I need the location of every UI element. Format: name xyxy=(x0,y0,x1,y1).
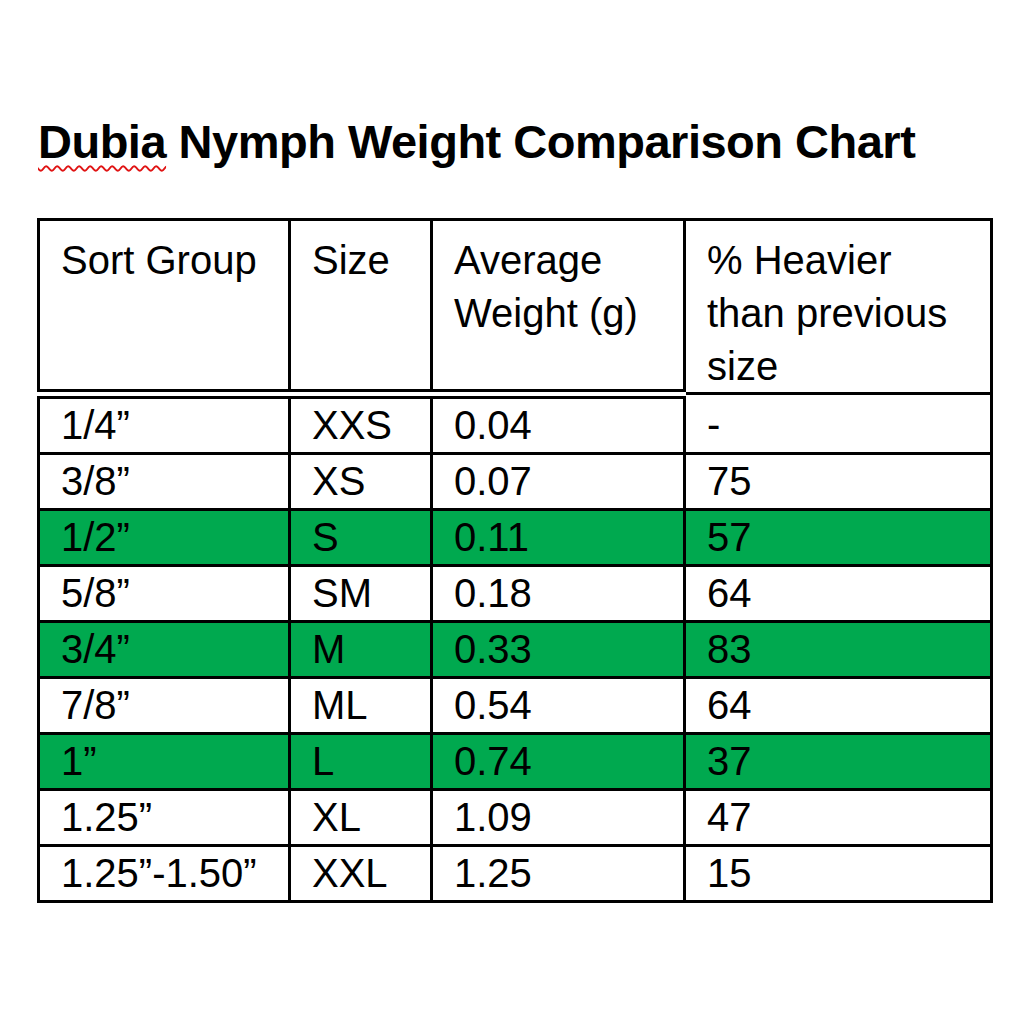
table-cell: L xyxy=(290,733,432,789)
weight-comparison-table: Sort Group Size Average Weight (g) % Hea… xyxy=(37,218,993,903)
table-row: 7/8”ML0.5464 xyxy=(39,677,992,733)
table-cell: 0.18 xyxy=(432,565,685,621)
table-cell: 1.25” xyxy=(39,789,290,845)
table-cell: ML xyxy=(290,677,432,733)
table-cell: 64 xyxy=(685,565,992,621)
table-row: 1.25”XL1.0947 xyxy=(39,789,992,845)
table-cell: 64 xyxy=(685,677,992,733)
document-page: Dubia Nymph Weight Comparison Chart Sort… xyxy=(0,0,1024,1024)
header-sort-group: Sort Group xyxy=(39,220,290,394)
misspelled-word: Dubia xyxy=(38,115,166,168)
table-cell: 0.54 xyxy=(432,677,685,733)
table-cell: 15 xyxy=(685,845,992,901)
table-cell: 0.07 xyxy=(432,453,685,509)
table-cell: 1/2” xyxy=(39,509,290,565)
header-average-weight: Average Weight (g) xyxy=(432,220,685,394)
table-cell: 0.11 xyxy=(432,509,685,565)
page-title-rest: Nymph Weight Comparison Chart xyxy=(166,115,915,168)
table-cell: 1.25 xyxy=(432,845,685,901)
table-cell: XXL xyxy=(290,845,432,901)
table-cell: XXS xyxy=(290,394,432,454)
table-cell: 1/4” xyxy=(39,394,290,454)
table-cell: 1” xyxy=(39,733,290,789)
header-size: Size xyxy=(290,220,432,394)
table-row: 3/4”M0.3383 xyxy=(39,621,992,677)
table-row: 1.25”-1.50”XXL1.2515 xyxy=(39,845,992,901)
table-cell: 0.04 xyxy=(432,394,685,454)
table-header: Sort Group Size Average Weight (g) % Hea… xyxy=(39,220,992,394)
table-cell: 1.09 xyxy=(432,789,685,845)
table-row: 3/8”XS0.0775 xyxy=(39,453,992,509)
table-cell: XL xyxy=(290,789,432,845)
table-cell: - xyxy=(685,394,992,454)
table-cell: M xyxy=(290,621,432,677)
table-row: 1”L0.7437 xyxy=(39,733,992,789)
table-row: 1/2”S0.1157 xyxy=(39,509,992,565)
header-average-weight-label: Average Weight (g) xyxy=(454,234,683,340)
table-cell: 0.74 xyxy=(432,733,685,789)
header-pct-heavier-label: % Heavier than previous size xyxy=(707,234,962,392)
table-row: 1/4”XXS0.04- xyxy=(39,394,992,454)
table-cell: 7/8” xyxy=(39,677,290,733)
table-cell: 5/8” xyxy=(39,565,290,621)
table-cell: SM xyxy=(290,565,432,621)
table-row: 5/8”SM0.1864 xyxy=(39,565,992,621)
table-cell: XS xyxy=(290,453,432,509)
header-row: Sort Group Size Average Weight (g) % Hea… xyxy=(39,220,992,394)
header-size-label: Size xyxy=(312,234,390,287)
table-cell: 47 xyxy=(685,789,992,845)
header-pct-heavier: % Heavier than previous size xyxy=(685,220,992,394)
table-cell: 75 xyxy=(685,453,992,509)
table-cell: 83 xyxy=(685,621,992,677)
table-cell: 0.33 xyxy=(432,621,685,677)
header-sort-group-label: Sort Group xyxy=(61,234,257,287)
table-cell: 3/8” xyxy=(39,453,290,509)
table-cell: 3/4” xyxy=(39,621,290,677)
table-cell: 57 xyxy=(685,509,992,565)
table-cell: S xyxy=(290,509,432,565)
table-cell: 1.25”-1.50” xyxy=(39,845,290,901)
table-cell: 37 xyxy=(685,733,992,789)
table-body: 1/4”XXS0.04-3/8”XS0.07751/2”S0.11575/8”S… xyxy=(39,394,992,902)
page-title: Dubia Nymph Weight Comparison Chart xyxy=(38,114,915,169)
